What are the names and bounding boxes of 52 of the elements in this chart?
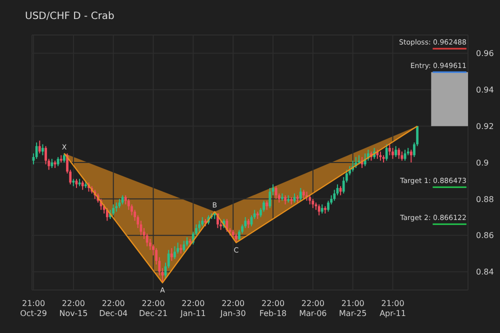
candlestick bbox=[174, 246, 176, 260]
candlestick bbox=[63, 152, 66, 163]
y-tick-label: 0.92 bbox=[476, 122, 494, 131]
candlestick bbox=[293, 192, 296, 204]
candlestick bbox=[388, 144, 391, 156]
y-tick-label: 0.94 bbox=[476, 85, 494, 94]
candlestick bbox=[274, 186, 278, 200]
chart-title: USD/CHF D - Crab bbox=[25, 11, 114, 22]
x-tick-label: 21:00 Mar-25 bbox=[339, 299, 367, 318]
candlestick bbox=[394, 146, 398, 158]
candlestick bbox=[284, 194, 286, 205]
candlestick bbox=[358, 154, 360, 165]
candlestick bbox=[266, 200, 268, 210]
x-tick-label: 22:00 Nov-15 bbox=[59, 299, 88, 318]
candlestick bbox=[308, 194, 312, 205]
x-tick-label: 21:00 Oct-29 bbox=[20, 299, 47, 318]
candlestick bbox=[38, 140, 41, 154]
candlestick bbox=[410, 149, 412, 163]
candlestick bbox=[170, 248, 173, 262]
candlestick bbox=[385, 144, 388, 162]
x-tick-label: 22:00 Dec-21 bbox=[139, 299, 168, 318]
candlestick bbox=[400, 151, 404, 162]
candlestick bbox=[312, 198, 314, 209]
y-tick-label: 0.84 bbox=[476, 268, 494, 277]
candlestick bbox=[234, 233, 238, 244]
x-tick-label: 22:00 Feb-18 bbox=[259, 299, 287, 318]
candlestick bbox=[299, 188, 302, 202]
x-tick-label: 21:00 Apr-11 bbox=[380, 299, 406, 318]
candlestick bbox=[392, 147, 394, 160]
y-tick-label: 0.96 bbox=[476, 49, 494, 58]
y-tick-label: 0.9 bbox=[476, 158, 489, 168]
candlestick bbox=[268, 188, 272, 209]
candlestick bbox=[198, 220, 201, 232]
x-tick-label: 22:00 Jan-11 bbox=[179, 299, 206, 318]
candlestick bbox=[180, 244, 182, 254]
candlestick bbox=[75, 178, 78, 188]
x-tick-label: 22:00 Jan-30 bbox=[219, 299, 246, 318]
candlestick bbox=[56, 156, 60, 167]
candlestick bbox=[247, 218, 250, 229]
candlestick bbox=[81, 180, 84, 190]
candlestick bbox=[115, 202, 118, 212]
candlestick bbox=[398, 147, 400, 160]
candlestick bbox=[320, 204, 324, 214]
y-tick-label: 0.88 bbox=[476, 194, 494, 204]
candlestick bbox=[379, 151, 382, 162]
x-tick-label: 22:00 Dec-04 bbox=[99, 299, 128, 318]
candlestick bbox=[112, 204, 115, 216]
x-tick-label: 22:00 Mar-06 bbox=[299, 299, 327, 318]
y-tick-label: 0.86 bbox=[476, 231, 494, 240]
candlestick bbox=[42, 144, 44, 156]
candlestick bbox=[302, 189, 305, 200]
candlestick bbox=[50, 158, 54, 168]
